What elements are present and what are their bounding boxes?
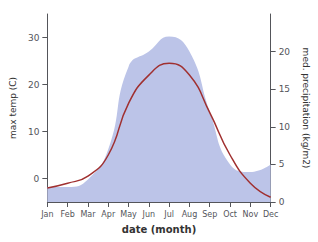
svg-text:Jul: Jul (163, 210, 174, 219)
svg-text:Oct: Oct (223, 210, 237, 219)
svg-text:Dec: Dec (263, 210, 278, 219)
svg-text:30: 30 (28, 33, 40, 43)
svg-text:date (month): date (month) (122, 224, 196, 235)
svg-text:5: 5 (279, 159, 285, 169)
svg-text:15: 15 (279, 84, 290, 94)
svg-text:Feb: Feb (61, 210, 75, 219)
svg-text:10: 10 (279, 122, 291, 132)
svg-text:Nov: Nov (243, 210, 259, 219)
svg-text:10: 10 (28, 127, 40, 137)
svg-text:May: May (120, 210, 137, 219)
svg-text:max temp (C): max temp (C) (8, 77, 18, 139)
svg-text:Aug: Aug (182, 210, 198, 219)
svg-text:Mar: Mar (80, 210, 96, 219)
svg-text:Jun: Jun (142, 210, 156, 219)
svg-text:Jan: Jan (40, 210, 53, 219)
svg-text:0: 0 (34, 174, 40, 184)
svg-text:20: 20 (28, 80, 40, 90)
svg-text:0: 0 (279, 197, 285, 207)
svg-text:20: 20 (279, 47, 291, 57)
svg-text:Apr: Apr (101, 210, 116, 219)
svg-text:med. precipitation (kg/m2): med. precipitation (kg/m2) (301, 48, 311, 169)
svg-text:Sep: Sep (202, 210, 217, 219)
